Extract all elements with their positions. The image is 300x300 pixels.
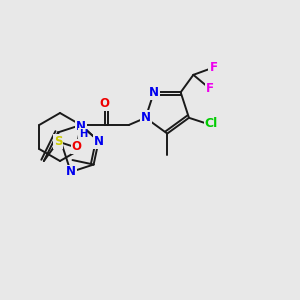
Text: S: S (54, 135, 62, 148)
Text: N: N (141, 111, 151, 124)
Text: F: F (206, 82, 214, 95)
Text: Cl: Cl (205, 117, 218, 130)
Text: N: N (66, 166, 76, 178)
Text: O: O (100, 97, 110, 110)
Text: N: N (149, 86, 159, 99)
Text: N: N (94, 135, 103, 148)
Text: H: H (79, 129, 87, 139)
Text: O: O (72, 140, 82, 153)
Text: N: N (76, 119, 86, 133)
Text: F: F (209, 61, 217, 74)
